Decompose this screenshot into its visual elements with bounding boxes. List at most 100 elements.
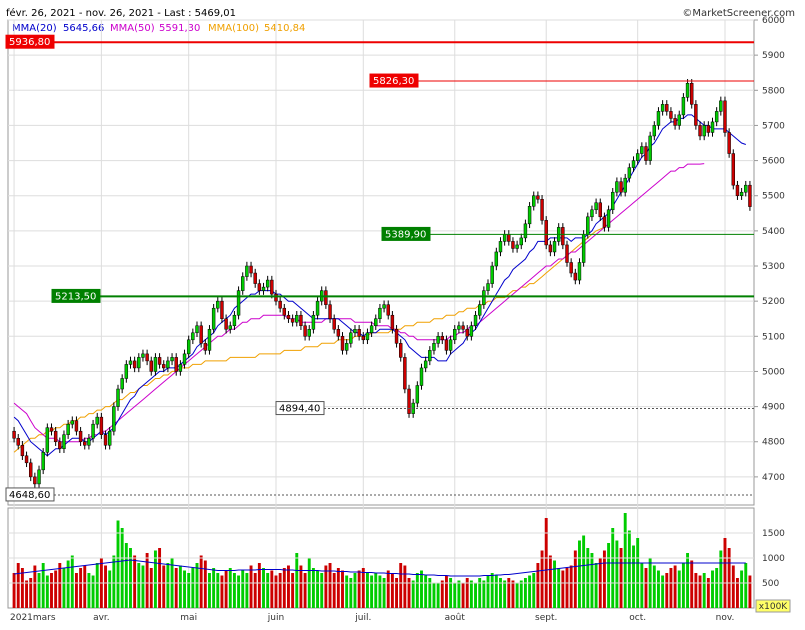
candle-body xyxy=(606,209,611,228)
candle-body xyxy=(141,353,145,358)
candle-body xyxy=(399,343,403,358)
volume-bar xyxy=(395,578,399,608)
volume-bars xyxy=(12,513,752,608)
candle-body xyxy=(166,360,170,369)
volume-bar xyxy=(420,570,423,608)
volume-bar xyxy=(507,578,511,608)
price-tick-label: 4800 xyxy=(762,438,785,448)
candle-body xyxy=(698,125,702,137)
candle-body xyxy=(552,241,557,253)
volume-bar xyxy=(253,573,257,608)
volume-bar xyxy=(232,573,236,608)
candle-body xyxy=(648,135,652,161)
ma20-line xyxy=(13,114,746,457)
volume-bar xyxy=(478,578,482,608)
volume-bar xyxy=(540,550,544,608)
price-tick-label: 5300 xyxy=(762,262,785,272)
price-tick-label: 5200 xyxy=(762,297,785,307)
volume-bar xyxy=(673,565,677,608)
volume-bar xyxy=(365,573,369,608)
candle-body xyxy=(702,125,706,137)
volume-bar xyxy=(457,580,461,608)
volume-bar xyxy=(316,570,320,608)
volume-bar xyxy=(374,573,378,608)
x-axis-label: sept. xyxy=(535,613,557,623)
candle-body xyxy=(694,104,698,126)
volume-bar xyxy=(632,545,635,608)
x-axis-label: avr. xyxy=(93,613,110,623)
volume-bar xyxy=(287,565,290,608)
candle-body xyxy=(257,283,262,291)
candle-body xyxy=(623,177,627,193)
candle-body xyxy=(361,336,365,341)
candle-body xyxy=(719,100,723,112)
volume-bar xyxy=(424,575,428,608)
candle-body xyxy=(602,216,607,228)
price-tick-label: 5800 xyxy=(762,86,785,96)
candle-body xyxy=(469,325,474,337)
candle-body xyxy=(494,251,499,267)
candle-body xyxy=(228,325,232,330)
x-axis-label: août xyxy=(445,613,466,623)
candle-body xyxy=(586,216,590,235)
price-tick-label: 4900 xyxy=(762,403,785,413)
candle-body xyxy=(87,437,91,446)
volume-bar xyxy=(461,583,465,608)
volume-bar xyxy=(124,543,128,608)
candle-body xyxy=(145,353,149,362)
volume-bar xyxy=(79,568,83,608)
candle-body xyxy=(195,325,199,334)
volume-bar xyxy=(686,553,690,608)
candle-body xyxy=(561,227,565,246)
ma50-line xyxy=(13,163,705,443)
candle-body xyxy=(137,357,141,369)
candle-body xyxy=(723,100,727,133)
volume-bar xyxy=(469,580,473,608)
volume-bar xyxy=(129,548,132,608)
candle-body xyxy=(498,241,503,253)
volume-bar xyxy=(149,568,153,608)
price-tick-label: 5500 xyxy=(762,192,785,202)
price-panel xyxy=(7,19,755,506)
candle-body xyxy=(332,318,336,330)
volume-bar xyxy=(328,563,332,608)
volume-bar xyxy=(357,570,361,608)
candle-body xyxy=(357,329,361,337)
candle-body xyxy=(390,314,395,330)
candle-body xyxy=(544,220,548,246)
candle-body xyxy=(548,244,553,253)
volume-bar xyxy=(224,570,228,608)
candle-body xyxy=(457,325,461,330)
volume-bar xyxy=(602,550,606,608)
volume-bar xyxy=(415,573,419,608)
volume-bar xyxy=(332,573,336,608)
candle-body xyxy=(170,357,174,362)
volume-bar xyxy=(432,583,436,608)
legend-ma100-value: 5410,84 xyxy=(264,23,305,34)
candle-body xyxy=(394,329,399,344)
volume-bar xyxy=(41,563,45,608)
volume-bar xyxy=(723,538,727,608)
volume-bar xyxy=(490,573,494,608)
candle-body xyxy=(615,181,619,193)
candle-body xyxy=(62,434,66,450)
volume-bar xyxy=(87,573,91,608)
price-tick-label: 5400 xyxy=(762,227,785,237)
price-tick-label: 5700 xyxy=(762,121,785,131)
candle-body xyxy=(120,378,124,390)
candle-body xyxy=(665,104,669,112)
volume-bar xyxy=(299,565,303,608)
candle-body xyxy=(436,336,440,344)
volume-bar xyxy=(611,528,615,608)
volume-bar xyxy=(428,578,432,608)
volume-bar xyxy=(311,568,315,608)
candle-body xyxy=(37,469,41,485)
candle-body xyxy=(656,111,661,126)
candle-body xyxy=(669,111,673,119)
volume-bar xyxy=(582,535,586,608)
volume-bar xyxy=(187,573,191,608)
volume-bar xyxy=(45,575,49,608)
candle-body xyxy=(58,441,62,450)
candle-body xyxy=(507,234,511,242)
volume-bar xyxy=(644,568,648,608)
